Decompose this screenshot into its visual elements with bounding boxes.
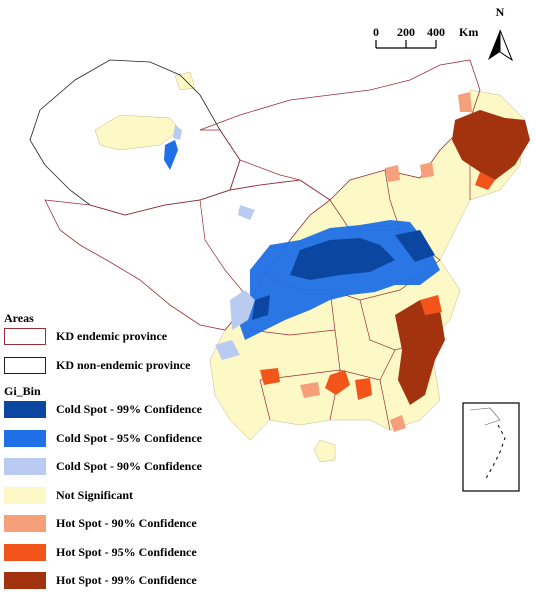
- hot-spot-areas: [260, 92, 530, 432]
- scale-label-400: 400: [427, 25, 445, 39]
- scale-bar: [375, 40, 437, 49]
- legend-label: Hot Spot - 95% Confidence: [56, 544, 197, 559]
- legend-label: Not Significant: [56, 487, 134, 502]
- south-china-sea-inset: [462, 402, 520, 492]
- legend-swatch: [4, 572, 46, 589]
- scale-label-200: 200: [397, 25, 415, 39]
- legend-bin-item: Cold Spot - 99% Confidence: [4, 399, 264, 419]
- legend-label: Hot Spot - 90% Confidence: [56, 516, 197, 530]
- legend-swatch: [4, 401, 46, 418]
- western-provinces-outline: [44, 179, 331, 331]
- north-arrow-icon: [488, 29, 514, 62]
- legend-bin-item: Not Significant: [4, 485, 264, 505]
- legend-label: KD endemic province: [56, 329, 168, 343]
- scale-label-0: 0: [373, 25, 379, 39]
- legend-label: Hot Spot - 99% Confidence: [56, 573, 197, 587]
- legend-label: Cold Spot - 99% Confidence: [56, 402, 203, 416]
- legend-areas-title: Areas: [4, 311, 34, 325]
- legend-bins-title: Gi_Bin: [4, 384, 41, 398]
- northern-provinces-outline: [199, 59, 481, 201]
- legend-bin-item: Hot Spot - 95% Confidence: [4, 542, 264, 562]
- legend-bin-item: Cold Spot - 90% Confidence: [4, 456, 264, 476]
- scale-unit: Km: [459, 25, 478, 39]
- legend-bin-item: Cold Spot - 95% Confidence: [4, 428, 264, 448]
- map-legend: Areas KD endemic province KD non-endemic…: [4, 310, 264, 599]
- legend-area-non-endemic: KD non-endemic province: [4, 355, 264, 375]
- legend-label: Cold Spot - 90% Confidence: [56, 459, 203, 473]
- legend-area-endemic: KD endemic province: [4, 326, 264, 346]
- legend-label: Cold Spot - 95% Confidence: [56, 430, 203, 445]
- legend-swatch: [4, 515, 46, 532]
- legend-swatch: [4, 486, 46, 504]
- legend-bin-item: Hot Spot - 99% Confidence: [4, 570, 264, 590]
- north-label: N: [496, 5, 505, 19]
- legend-bins: Cold Spot - 99% Confidence Cold Spot - 95…: [4, 399, 264, 590]
- legend-swatch: [4, 356, 46, 374]
- legend-swatch: [4, 328, 46, 345]
- legend-swatch: [4, 543, 46, 561]
- legend-bin-item: Hot Spot - 90% Confidence: [4, 513, 264, 533]
- legend-swatch: [4, 429, 46, 447]
- legend-swatch: [4, 458, 46, 475]
- legend-label: KD non-endemic province: [56, 357, 191, 372]
- cold-spot-areas: [164, 125, 440, 360]
